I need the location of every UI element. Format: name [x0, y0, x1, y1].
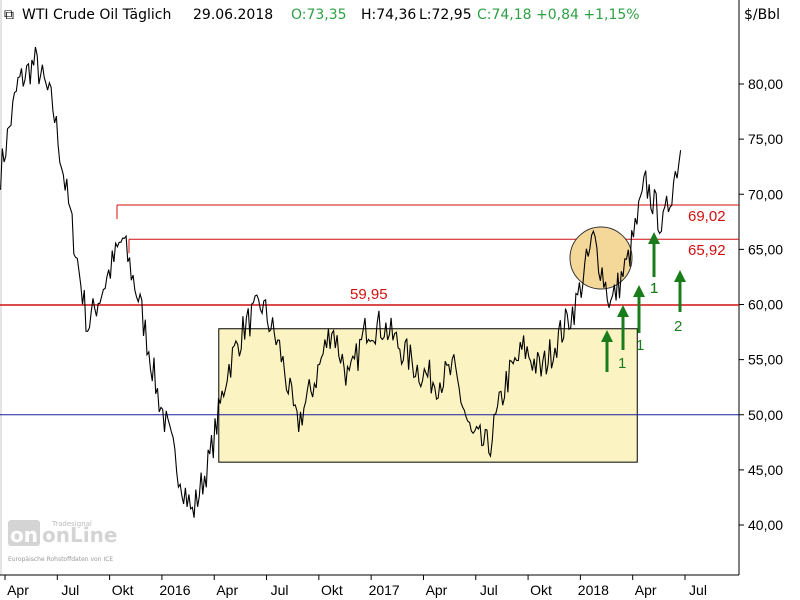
x-tick-label-6: Okt [321, 582, 343, 598]
y-tick-label-0: 80,00 [748, 76, 783, 92]
level-label-65,92: 65,92 [688, 242, 726, 259]
header-icon: ⧉ [4, 7, 14, 23]
levels-layer: 69,02 65,92 59,95 [0, 204, 739, 416]
arrow-head-4 [674, 270, 686, 282]
x-tick-label-5: Jul [271, 582, 289, 598]
svg-text:on: on [10, 523, 38, 547]
arrow-head-0 [601, 330, 613, 342]
x-tick-label-13: Jul [689, 582, 707, 598]
y-tick-label-6: 50,00 [748, 407, 783, 423]
plot-frame [0, 0, 740, 576]
header-low: L:72,95 [419, 7, 472, 23]
x-tick-label-3: 2016 [159, 582, 190, 598]
arrow-label-1: 1 [636, 337, 644, 354]
x-axis: Apr Jul Okt 2016 Apr Jul Okt 2017 Apr Jul Okt 2018 A… [4, 575, 707, 598]
highlight-circle-layer [569, 226, 633, 290]
arrow-label-4: 2 [674, 318, 682, 335]
price-series-line [0, 46, 682, 518]
y-tick-label-1: 75,00 [748, 131, 783, 147]
header-date: 29.06.2018 [193, 7, 273, 23]
y-axis: 80,00 75,00 70,00 65,00 60,00 55,00 50,00 45,00… [739, 76, 783, 533]
y-tick-label-3: 65,00 [748, 241, 783, 257]
y-tick-label-4: 60,00 [748, 297, 783, 313]
x-tick-label-1: Jul [61, 582, 79, 598]
range-box [218, 328, 638, 463]
arrow-head-3 [648, 232, 660, 244]
watermark-brand: onLine [42, 523, 117, 547]
x-tick-label-4: Apr [216, 582, 238, 598]
highlight-circle [569, 226, 633, 290]
watermark-source: Europäische Rohstoffdaten von ICE [8, 556, 113, 563]
x-tick-label-0: Apr [7, 582, 29, 598]
x-tick-label-10: Okt [530, 582, 552, 598]
watermark-tag: Tradesignal [51, 520, 92, 528]
header-open: O:73,35 [291, 7, 347, 23]
x-tick-label-12: Apr [635, 582, 657, 598]
x-tick-label-9: Jul [480, 582, 498, 598]
header-high: H:74,36 [361, 7, 416, 23]
y-tick-label-7: 45,00 [748, 462, 783, 478]
y-tick-label-5: 55,00 [748, 352, 783, 368]
y-tick-label-8: 40,00 [748, 517, 783, 533]
range-box-layer [218, 328, 638, 463]
x-tick-label-11: 2018 [578, 582, 609, 598]
arrow-label-3: 1 [650, 280, 658, 297]
x-tick-label-8: Apr [426, 582, 448, 598]
arrow-head-1 [617, 305, 629, 317]
level-label-69,02: 69,02 [688, 208, 726, 225]
level-label-59,95: 59,95 [350, 286, 388, 303]
watermark-logo: on onLine Tradesignal Europäische Rohsto… [8, 520, 117, 563]
arrow-label-2: 1 [650, 280, 658, 297]
arrow-label-0: 1 [618, 355, 626, 372]
x-tick-label-7: 2017 [369, 582, 400, 598]
price-series-layer [0, 46, 682, 518]
arrow-head-2 [633, 285, 645, 297]
header-symbol: WTI Crude Oil Täglich [22, 7, 171, 23]
x-tick-label-2: Okt [112, 582, 134, 598]
unit-label: $/Bbl [744, 7, 780, 23]
header-close: C:74,18 +0,84 +1,15% [477, 7, 640, 23]
y-tick-label-2: 70,00 [748, 186, 783, 202]
